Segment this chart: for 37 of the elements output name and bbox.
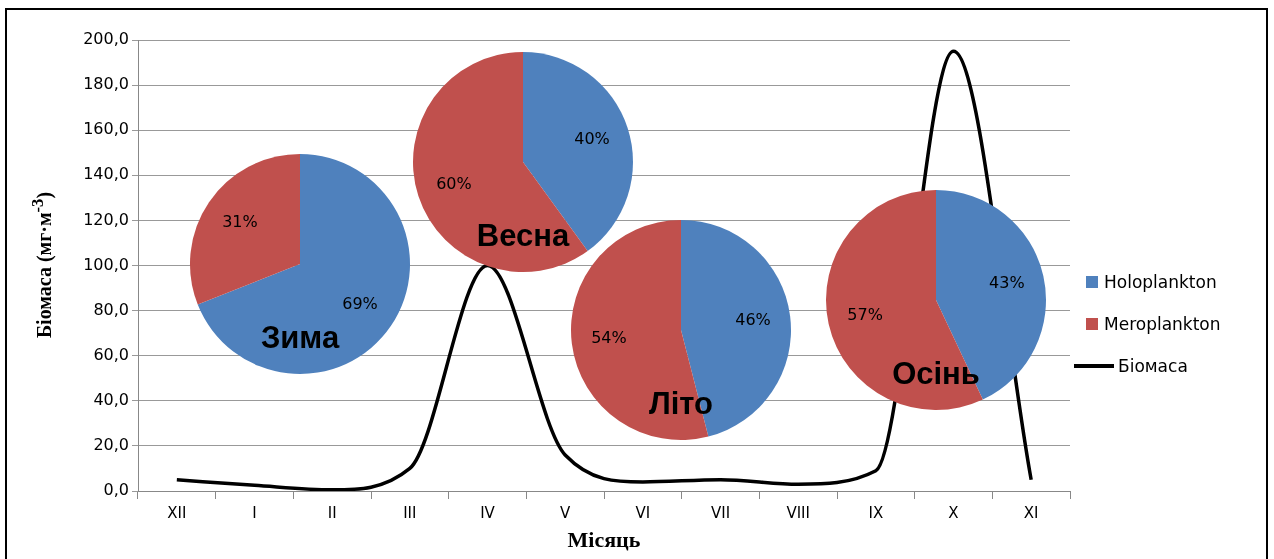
text: Зима	[260, 319, 340, 355]
y-tick-label: 120,0	[83, 209, 129, 229]
x-tick-label: VI	[635, 503, 651, 522]
y-tick-label: 40,0	[93, 389, 129, 409]
x-tick-label: VIII	[786, 503, 810, 522]
legend-label: Біомаса	[1118, 356, 1188, 376]
y-tick-label: 160,0	[83, 119, 129, 139]
x-tick-label: IV	[480, 503, 496, 522]
y-tick-label: 200,0	[83, 29, 129, 49]
y-tick-label: 0,0	[103, 480, 129, 500]
y-tick-label: 140,0	[83, 164, 129, 184]
data-label: 54%	[591, 328, 627, 348]
x-tick-label: IX	[868, 503, 884, 522]
text: Весна	[476, 217, 570, 253]
x-axis-title: Місяць	[567, 527, 641, 553]
legend-label: Meroplankton	[1104, 314, 1221, 334]
y-tick-label: 60,0	[93, 344, 129, 364]
data-label: 57%	[847, 304, 883, 324]
y-tick-label: 80,0	[93, 299, 129, 319]
data-label: 69%	[342, 293, 378, 313]
x-tick-label: VII	[710, 503, 731, 522]
x-tick-label: X	[948, 503, 959, 522]
y-tick-label: 100,0	[83, 254, 129, 274]
x-tick-label: II	[327, 503, 337, 522]
data-label: 46%	[735, 310, 771, 330]
y-tick-label: 180,0	[83, 74, 129, 94]
x-tick-label: III	[403, 503, 417, 522]
x-tick-label: I	[252, 503, 257, 522]
x-tick-label: XI	[1023, 503, 1039, 522]
x-tick-label: XII	[167, 503, 187, 522]
data-label: 40%	[574, 128, 610, 148]
data-label: 43%	[989, 273, 1025, 293]
x-tick-label: V	[560, 503, 572, 522]
y-tick-label: 20,0	[93, 435, 129, 455]
legend-label: Holoplankton	[1104, 272, 1217, 292]
data-label: 60%	[436, 173, 472, 193]
data-label: 31%	[222, 212, 258, 232]
